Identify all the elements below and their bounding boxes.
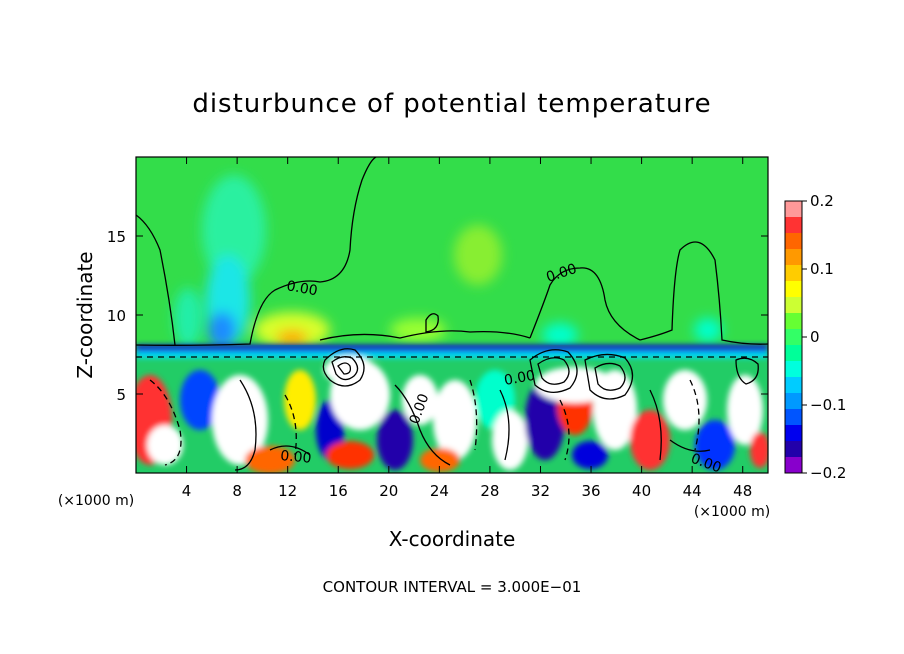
colorbar-swatch: [785, 233, 802, 250]
upper-anomalies: [174, 175, 722, 348]
x-tick-label: 36: [581, 482, 600, 500]
x-tick-label: 20: [379, 482, 398, 500]
chart-title: disturbunce of potential temperature: [192, 89, 711, 119]
x-tick-label: 4: [182, 482, 192, 500]
x-tick-label: 16: [329, 482, 348, 500]
colorbar-swatch: [785, 217, 802, 234]
contour-lines: [136, 157, 768, 471]
colorbar-swatch: [785, 201, 802, 218]
colorbar-swatch: [785, 441, 802, 458]
plot-area: 0.00 0.00 0.00 0.00 0.00 0.00: [136, 157, 768, 473]
colorbar-swatch: [785, 377, 802, 394]
x-tick-label: 24: [430, 482, 449, 500]
colorbar-tick-label: 0.1: [810, 260, 834, 278]
colorbar-swatch: [785, 361, 802, 378]
y-unit-label: (×1000 m): [58, 493, 134, 509]
x-tick-label: 32: [531, 482, 550, 500]
y-axis-title: Z-coordinate: [73, 251, 97, 378]
x-tick-label: 12: [278, 482, 297, 500]
colorbar-tick-label: −0.2: [810, 464, 846, 482]
colorbar-tick-label: −0.1: [810, 396, 846, 414]
x-axis: 4 8 12 16 20 24 28 32 36 40 44 48: [182, 157, 752, 500]
x-tick-label: 40: [632, 482, 651, 500]
colorbar-swatch: [785, 265, 802, 282]
colorbar-swatch: [785, 345, 802, 362]
colorbar-swatch: [785, 281, 802, 298]
x-unit-label: (×1000 m): [694, 504, 770, 520]
colorbar-swatch: [785, 313, 802, 330]
colorbar-swatch: [785, 409, 802, 426]
colorbar-tick-label: 0: [810, 328, 820, 346]
x-tick-label: 8: [232, 482, 242, 500]
contour-label: 0.00: [285, 278, 318, 299]
y-tick-label: 15: [107, 228, 126, 246]
contour-interval: CONTOUR INTERVAL = 3.000E−01: [323, 578, 582, 596]
y-tick-label: 5: [116, 386, 126, 404]
colorbar-swatch: [785, 457, 802, 474]
x-axis-title: X-coordinate: [389, 527, 516, 551]
x-tick-label: 44: [683, 482, 702, 500]
colorbar: 0.2 0.1 0 −0.1 −0.2: [784, 192, 846, 482]
contour-label: 0.00: [503, 368, 536, 389]
colorbar-swatch: [785, 329, 802, 346]
colorbar-swatch: [785, 297, 802, 314]
x-tick-label: 28: [480, 482, 499, 500]
y-axis: 5 10 15: [107, 228, 768, 404]
colorbar-swatch: [785, 393, 802, 410]
colorbar-swatch: [785, 425, 802, 442]
colorbar-swatch: [785, 249, 802, 266]
y-tick-label: 10: [107, 307, 126, 325]
colorbar-tick-label: 0.2: [810, 192, 834, 210]
x-tick-label: 48: [733, 482, 752, 500]
contour-label: 0.00: [280, 448, 312, 467]
